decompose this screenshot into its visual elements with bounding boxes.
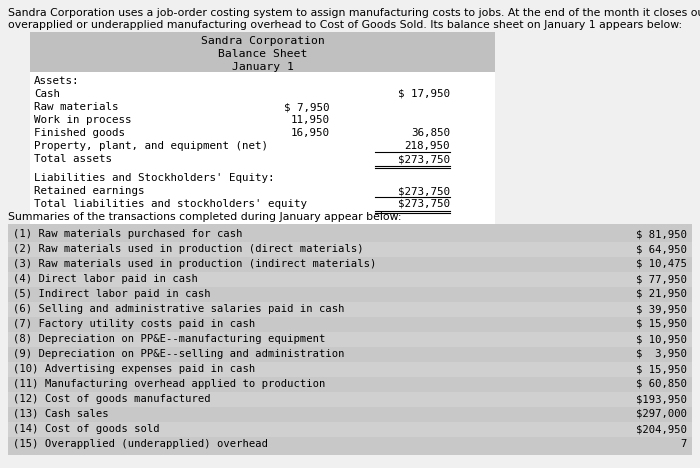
- Text: 218,950: 218,950: [405, 141, 450, 151]
- Bar: [8, 302, 692, 317]
- Text: $ 77,950: $ 77,950: [636, 274, 687, 284]
- Text: $ 17,950: $ 17,950: [398, 89, 450, 99]
- Text: (3) Raw materials used in production (indirect materials): (3) Raw materials used in production (in…: [13, 259, 377, 269]
- Bar: [8, 224, 692, 455]
- Text: (6) Selling and administrative salaries paid in cash: (6) Selling and administrative salaries …: [13, 304, 344, 314]
- Bar: [8, 392, 692, 407]
- Text: $ 81,950: $ 81,950: [636, 229, 687, 239]
- Text: (12) Cost of goods manufactured: (12) Cost of goods manufactured: [13, 394, 211, 404]
- Bar: [8, 437, 692, 452]
- Text: Liabilities and Stockholders' Equity:: Liabilities and Stockholders' Equity:: [34, 173, 274, 183]
- Text: Sandra Corporation: Sandra Corporation: [201, 36, 324, 46]
- Bar: [8, 362, 692, 377]
- Text: $ 7,950: $ 7,950: [284, 102, 330, 112]
- Text: January 1: January 1: [232, 62, 293, 72]
- Text: $273,750: $273,750: [398, 186, 450, 196]
- Bar: [30, 32, 495, 72]
- Text: Balance Sheet: Balance Sheet: [218, 49, 307, 59]
- Bar: [8, 242, 692, 257]
- Text: (5) Indirect labor paid in cash: (5) Indirect labor paid in cash: [13, 289, 211, 299]
- Text: (11) Manufacturing overhead applied to production: (11) Manufacturing overhead applied to p…: [13, 379, 326, 389]
- Text: Summaries of the transactions completed during January appear below:: Summaries of the transactions completed …: [8, 212, 402, 222]
- Text: $  3,950: $ 3,950: [636, 349, 687, 359]
- Text: (15) Overapplied (underapplied) overhead: (15) Overapplied (underapplied) overhead: [13, 439, 268, 449]
- Bar: [8, 287, 692, 302]
- Text: (8) Depreciation on PP&E--manufacturing equipment: (8) Depreciation on PP&E--manufacturing …: [13, 334, 326, 344]
- Text: $ 64,950: $ 64,950: [636, 244, 687, 254]
- Text: $ 21,950: $ 21,950: [636, 289, 687, 299]
- Text: Assets:: Assets:: [34, 76, 80, 86]
- Text: $297,000: $297,000: [636, 409, 687, 419]
- Text: Property, plant, and equipment (net): Property, plant, and equipment (net): [34, 141, 268, 151]
- Text: $ 39,950: $ 39,950: [636, 304, 687, 314]
- Text: (2) Raw materials used in production (direct materials): (2) Raw materials used in production (di…: [13, 244, 363, 254]
- Text: (4) Direct labor paid in cash: (4) Direct labor paid in cash: [13, 274, 198, 284]
- Bar: [8, 317, 692, 332]
- Text: 36,850: 36,850: [411, 128, 450, 138]
- Text: overapplied or underapplied manufacturing overhead to Cost of Goods Sold. Its ba: overapplied or underapplied manufacturin…: [8, 20, 682, 30]
- Text: (9) Depreciation on PP&E--selling and administration: (9) Depreciation on PP&E--selling and ad…: [13, 349, 344, 359]
- Bar: [8, 347, 692, 362]
- Text: $273,750: $273,750: [398, 199, 450, 209]
- Bar: [8, 422, 692, 437]
- Text: $ 10,475: $ 10,475: [636, 259, 687, 269]
- Text: (1) Raw materials purchased for cash: (1) Raw materials purchased for cash: [13, 229, 242, 239]
- Text: Finished goods: Finished goods: [34, 128, 125, 138]
- Text: Cash: Cash: [34, 89, 60, 99]
- Bar: [30, 72, 495, 237]
- Text: $ 10,950: $ 10,950: [636, 334, 687, 344]
- Text: 16,950: 16,950: [291, 128, 330, 138]
- Text: 7: 7: [680, 439, 687, 449]
- Text: Total assets: Total assets: [34, 154, 112, 164]
- Bar: [8, 257, 692, 272]
- Text: Sandra Corporation uses a job-order costing system to assign manufacturing costs: Sandra Corporation uses a job-order cost…: [8, 8, 700, 18]
- Bar: [8, 332, 692, 347]
- Text: $204,950: $204,950: [636, 424, 687, 434]
- Text: (13) Cash sales: (13) Cash sales: [13, 409, 108, 419]
- Bar: [8, 227, 692, 242]
- Text: $193,950: $193,950: [636, 394, 687, 404]
- Text: Work in process: Work in process: [34, 115, 132, 125]
- Bar: [8, 272, 692, 287]
- Text: (7) Factory utility costs paid in cash: (7) Factory utility costs paid in cash: [13, 319, 256, 329]
- Text: $ 15,950: $ 15,950: [636, 319, 687, 329]
- Text: $ 15,950: $ 15,950: [636, 364, 687, 374]
- Text: $ 60,850: $ 60,850: [636, 379, 687, 389]
- Text: (14) Cost of goods sold: (14) Cost of goods sold: [13, 424, 160, 434]
- Text: Raw materials: Raw materials: [34, 102, 118, 112]
- Text: Total liabilities and stockholders' equity: Total liabilities and stockholders' equi…: [34, 199, 307, 209]
- Text: 11,950: 11,950: [291, 115, 330, 125]
- Bar: [8, 377, 692, 392]
- Text: (10) Advertising expenses paid in cash: (10) Advertising expenses paid in cash: [13, 364, 256, 374]
- Text: $273,750: $273,750: [398, 154, 450, 164]
- Bar: [8, 407, 692, 422]
- Text: Retained earnings: Retained earnings: [34, 186, 144, 196]
